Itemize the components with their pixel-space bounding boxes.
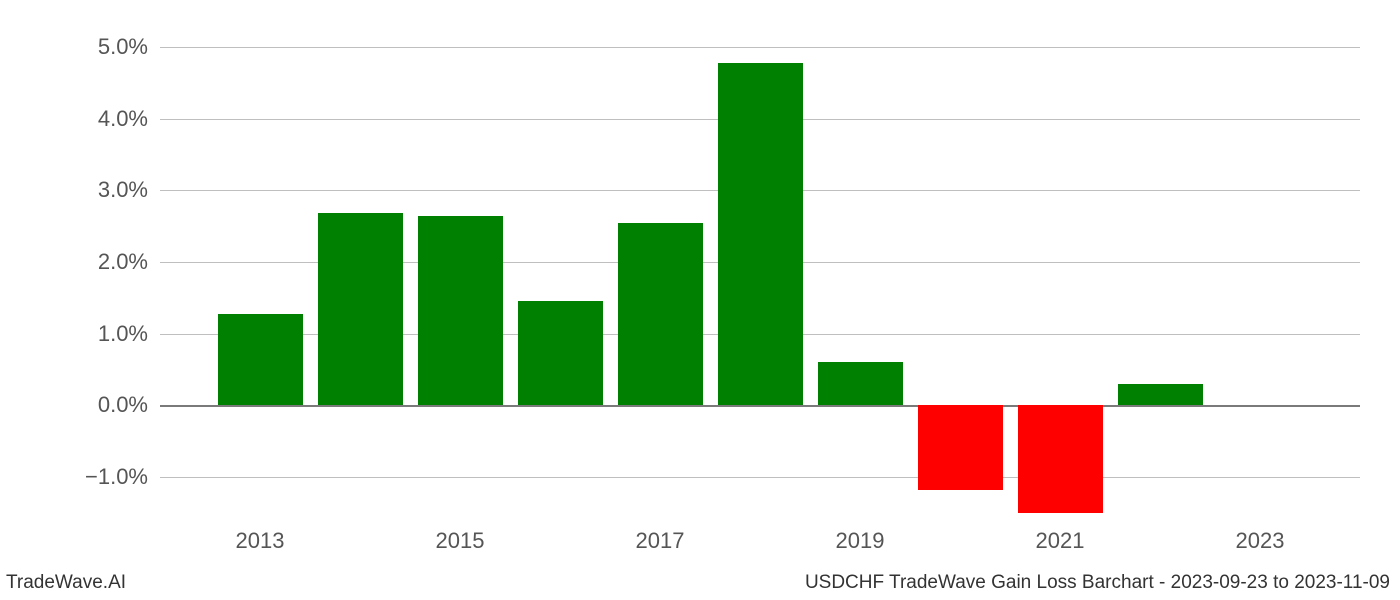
bar bbox=[1018, 405, 1103, 512]
y-tick-label: 1.0% bbox=[28, 321, 148, 347]
bar bbox=[518, 301, 603, 405]
footer-right-text: USDCHF TradeWave Gain Loss Barchart - 20… bbox=[805, 572, 1390, 593]
gridline bbox=[160, 405, 1360, 407]
footer-left-text: TradeWave.AI bbox=[6, 572, 126, 593]
footer-right: USDCHF TradeWave Gain Loss Barchart - 20… bbox=[805, 572, 1390, 594]
bar bbox=[918, 405, 1003, 490]
x-tick-label: 2019 bbox=[810, 528, 910, 554]
bar bbox=[718, 63, 803, 405]
x-tick-label: 2021 bbox=[1010, 528, 1110, 554]
bar bbox=[818, 362, 903, 405]
x-tick-label: 2017 bbox=[610, 528, 710, 554]
gridline bbox=[160, 477, 1360, 478]
bar bbox=[418, 216, 503, 406]
x-tick-label: 2013 bbox=[210, 528, 310, 554]
x-tick-label: 2023 bbox=[1210, 528, 1310, 554]
y-tick-label: −1.0% bbox=[28, 464, 148, 490]
y-tick-label: 5.0% bbox=[28, 34, 148, 60]
bar bbox=[318, 213, 403, 405]
y-tick-label: 3.0% bbox=[28, 177, 148, 203]
bar bbox=[1118, 384, 1203, 405]
chart-container: −1.0% 0.0% 1.0% 2.0% 3.0% 4.0% 5.0% 2013 2015 20… bbox=[0, 0, 1400, 600]
y-tick-label: 2.0% bbox=[28, 249, 148, 275]
footer-left: TradeWave.AI bbox=[6, 572, 126, 594]
y-tick-label: 0.0% bbox=[28, 392, 148, 418]
x-tick-label: 2015 bbox=[410, 528, 510, 554]
bar bbox=[618, 223, 703, 406]
gridline bbox=[160, 47, 1360, 48]
y-tick-label: 4.0% bbox=[28, 106, 148, 132]
plot-area bbox=[160, 40, 1360, 520]
bar bbox=[218, 314, 303, 406]
